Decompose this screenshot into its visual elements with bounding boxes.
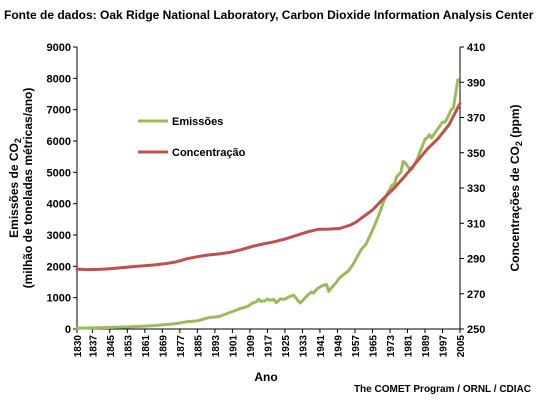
right-axis-title-prefix: Concentrações de CO	[508, 146, 522, 271]
left-tick-label: 1000	[47, 293, 71, 305]
x-tick-label: 1853	[123, 335, 134, 358]
right-tick-label: 370	[467, 113, 485, 125]
left-tick-label: 8000	[47, 73, 71, 85]
right-tick-label: 410	[467, 42, 485, 54]
right-tick-label: 330	[467, 183, 485, 195]
x-tick-label: 1830	[73, 335, 84, 358]
right-axis-title-suffix: (ppm)	[508, 104, 522, 141]
left-tick-label: 2000	[47, 261, 71, 273]
right-tick-label: 310	[467, 218, 485, 230]
x-tick-label: 1973	[386, 335, 397, 358]
x-tick-label: 1997	[438, 335, 449, 358]
x-tick-label: 1845	[106, 335, 117, 358]
x-tick-label: 1949	[333, 335, 344, 358]
series-line-concentracao	[75, 101, 462, 272]
legend-label: Emissões	[172, 116, 223, 128]
x-tick-label: 1957	[351, 335, 362, 358]
x-tick-label: 1917	[263, 335, 274, 358]
x-tick-label: 1861	[141, 335, 152, 358]
x-tick-label: 1941	[316, 335, 327, 358]
left-tick-label: 9000	[47, 42, 71, 54]
right-tick-label: 270	[467, 289, 485, 301]
x-tick-label: 1869	[158, 335, 169, 358]
x-tick-label: 1989	[421, 335, 432, 358]
x-tick-label: 1965	[368, 335, 379, 358]
left-axis-title-line2: (milhão de toneladas métricas/ano)	[21, 88, 35, 289]
left-tick-label: 3000	[47, 230, 71, 242]
right-tick-label: 290	[467, 254, 485, 266]
data-source-note: Fonte de dados: Oak Ridge National Labor…	[4, 8, 534, 22]
left-tick-label: 7000	[47, 105, 71, 117]
right-tick-label: 390	[467, 77, 485, 89]
left-tick-label: 5000	[47, 167, 71, 179]
x-tick-label: 1885	[193, 335, 204, 358]
right-axis-title: Concentrações de CO2 (ppm)	[508, 104, 524, 271]
left-axis-title-subscript: 2	[13, 138, 23, 143]
x-axis-title: Ano	[254, 370, 277, 384]
x-tick-label: 1901	[228, 335, 239, 358]
left-axis-title-line1: Emissões de CO	[7, 143, 21, 238]
right-tick-label: 350	[467, 148, 485, 160]
series-line-emissoes	[75, 78, 460, 330]
x-tick-label: 1837	[88, 335, 99, 358]
x-tick-label: 1909	[246, 335, 257, 358]
x-tick-label: 1933	[298, 335, 309, 358]
x-tick-label: 1925	[281, 335, 292, 358]
left-tick-label: 6000	[47, 136, 71, 148]
legend-label: Concentração	[172, 147, 246, 159]
left-tick-label: 4000	[47, 199, 71, 211]
left-tick-label: 0	[65, 324, 71, 336]
x-tick-label: 2005	[456, 335, 467, 358]
svg-text:Emissões de CO2: Emissões de CO2	[7, 138, 23, 238]
left-axis-title: Emissões de CO2 (milhão de toneladas mét…	[7, 88, 35, 289]
credit-note: The COMET Program / ORNL / CDIAC	[353, 384, 531, 395]
right-axis-title-subscript: 2	[514, 141, 524, 146]
x-tick-label: 1981	[403, 335, 414, 358]
x-tick-label: 1893	[211, 335, 222, 358]
right-tick-label: 250	[467, 324, 485, 336]
x-tick-label: 1877	[176, 335, 187, 358]
